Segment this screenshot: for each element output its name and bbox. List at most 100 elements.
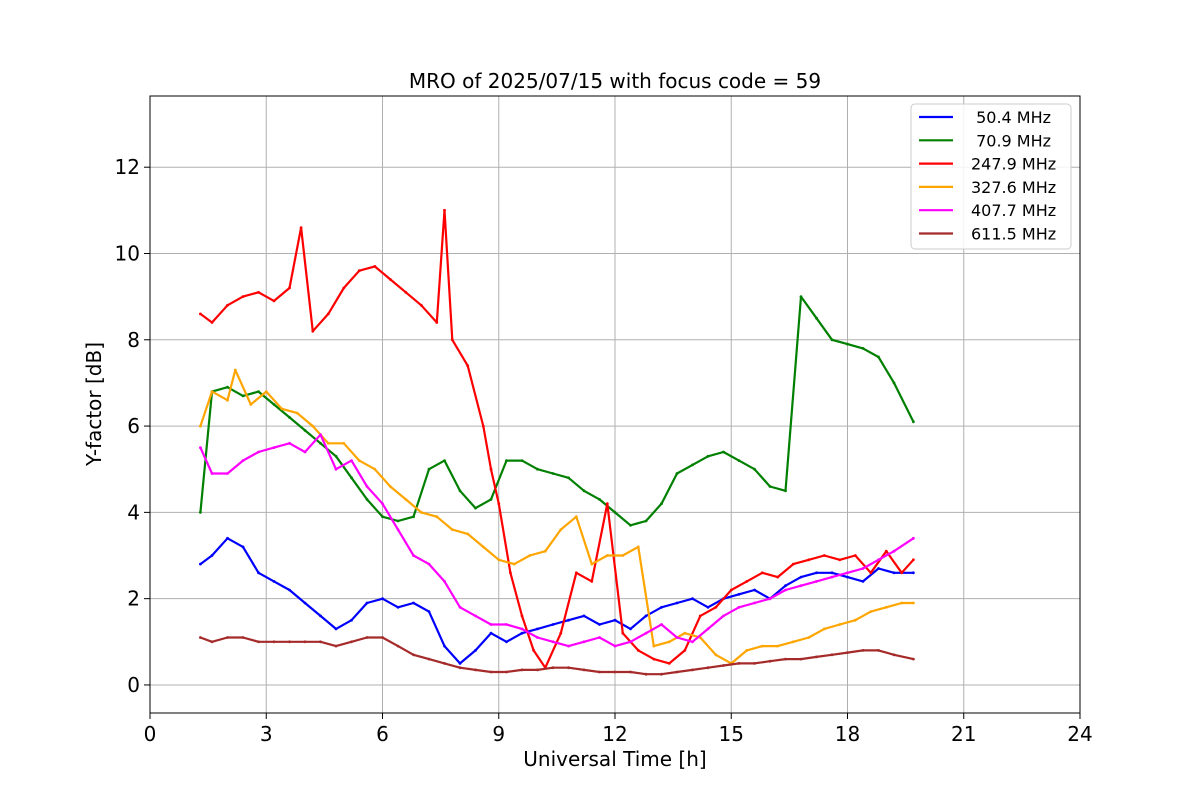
series-1-point [334, 627, 338, 631]
series-4-point [249, 403, 253, 406]
series-6-point [799, 657, 803, 661]
series-5-point [536, 636, 539, 639]
series-2-point [551, 472, 555, 475]
series-4-point [404, 498, 408, 501]
series-3-point [559, 631, 563, 635]
series-5-point [427, 562, 431, 566]
series-2-point [334, 454, 338, 458]
series-6-point [737, 662, 741, 665]
series-1-point [706, 605, 710, 609]
series-6-point [861, 649, 865, 652]
series-3-point [311, 329, 315, 333]
series-2-point [350, 476, 353, 480]
series-5-point [660, 623, 663, 626]
series-2-point [567, 476, 570, 480]
series-1-point [877, 567, 880, 570]
series-1-point [241, 545, 245, 549]
series-6-point [505, 670, 508, 674]
series-5-point [784, 588, 787, 592]
series-4-point [233, 368, 237, 372]
series-6-point [350, 640, 353, 644]
series-3-point [838, 558, 842, 562]
series-6-point [768, 659, 772, 663]
series-4-point [605, 554, 609, 557]
series-4-point [342, 441, 346, 445]
series-2-point [520, 459, 524, 462]
legend-label-1: 50.4 MHz [971, 108, 1051, 127]
series-4-point [791, 640, 795, 644]
series-5-point [912, 536, 915, 540]
series-4-point [822, 627, 826, 631]
series-2-point [629, 523, 632, 527]
series-1-point [675, 601, 679, 605]
series-3-point [419, 303, 423, 307]
series-2-point [427, 467, 431, 471]
series-1-point [536, 627, 539, 631]
series-4-point [419, 511, 423, 514]
series-6-point [629, 670, 632, 674]
series-4-point [373, 467, 377, 471]
series-1-point [912, 571, 915, 575]
series-3-point [241, 295, 245, 298]
series-1-point [691, 597, 694, 601]
series-3-point [466, 364, 470, 368]
series-6-point [458, 666, 462, 670]
series-3-point [342, 286, 346, 290]
series-3-point [443, 208, 446, 212]
series-6-point [520, 668, 524, 672]
series-2-point [582, 489, 586, 493]
series-3-point [869, 571, 873, 575]
series-5-point [629, 640, 632, 644]
series-3-point [373, 265, 377, 268]
series-3-point [404, 290, 408, 294]
series-5-point [613, 644, 617, 648]
series-2-point [706, 454, 710, 458]
series-2-point [644, 519, 648, 523]
legend-label-4: 327.6 MHz [971, 178, 1056, 197]
series-2-point [381, 515, 384, 519]
series-1-point [660, 605, 663, 609]
series-1-point [288, 588, 291, 592]
chart-title: MRO of 2025/07/15 with focus code = 59 [409, 69, 821, 93]
series-3-point [621, 631, 625, 635]
series-1-point [815, 571, 818, 575]
series-3-point [450, 338, 454, 342]
x-tick-label: 18 [835, 722, 860, 746]
series-1-point [629, 627, 632, 631]
series-1-point [613, 618, 617, 622]
series-5-point [861, 567, 865, 570]
series-1-point [350, 618, 353, 622]
series-4-point [435, 515, 439, 519]
series-6-point [288, 640, 291, 644]
series-1-point [489, 631, 493, 635]
y-tick-label: 8 [127, 328, 140, 352]
series-3-point [729, 588, 733, 592]
series-6-point [210, 640, 214, 644]
series-4-point [683, 631, 687, 635]
x-axis: 0 3 6 9 12 15 18 21 24 [144, 713, 1093, 746]
series-1-point [381, 597, 384, 601]
series-1-point [443, 644, 446, 648]
series-1-point [303, 601, 307, 605]
series-6-point [892, 653, 896, 657]
series-1-point [799, 575, 803, 579]
series-3-point [257, 290, 260, 294]
series-4-point [466, 532, 470, 536]
series-2-point [912, 420, 915, 424]
series-4-point [326, 441, 330, 445]
series-4-point [853, 618, 857, 622]
legend: 50.4 MHz 70.9 MHz 247.9 MHz 327.6 MHz 407.7… [910, 103, 1072, 250]
series-3-point [652, 657, 656, 661]
series-5-point [474, 614, 477, 618]
series-5-point [458, 605, 462, 609]
series-4-point [210, 390, 214, 393]
series-4-point [807, 636, 811, 639]
series-1-point [412, 601, 415, 605]
series-6-point [582, 668, 586, 672]
series-5-point [706, 627, 710, 631]
y-tick-label: 0 [127, 673, 140, 697]
x-tick-label: 3 [260, 722, 273, 746]
series-3-point [590, 580, 594, 583]
series-5-point [846, 571, 849, 575]
series-1-point [396, 605, 400, 609]
